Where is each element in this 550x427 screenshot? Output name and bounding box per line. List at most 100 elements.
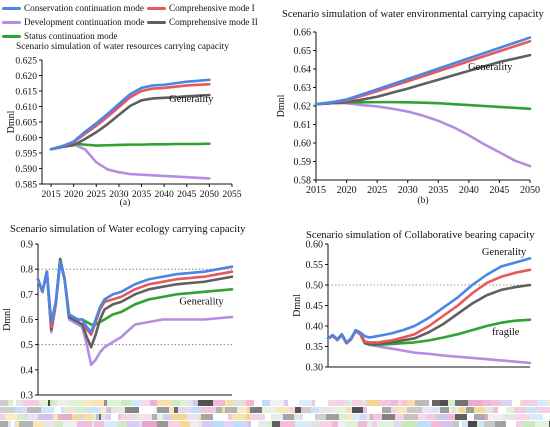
noise-block	[61, 407, 64, 413]
noise-block	[154, 407, 157, 413]
noise-block	[503, 414, 516, 420]
noise-block	[213, 400, 225, 406]
noise-block	[325, 407, 334, 413]
noise-block	[372, 421, 377, 427]
noise-block	[157, 421, 168, 427]
noise-block	[526, 407, 538, 413]
noise-block	[262, 407, 276, 413]
noise-block	[178, 407, 191, 413]
noise-block	[64, 407, 69, 413]
y-tick-label: 0.50	[306, 281, 324, 292]
noise-block	[426, 414, 436, 420]
x-tick-label: 2040	[155, 189, 174, 200]
noise-block	[543, 414, 550, 420]
noise-block	[213, 421, 224, 427]
noise-block	[360, 414, 366, 420]
noise-block	[391, 400, 398, 406]
noise-block	[107, 400, 121, 406]
series-line-conservation-continuation-mode	[326, 257, 532, 344]
noise-block	[468, 400, 483, 406]
noise-block	[75, 407, 87, 413]
x-tick-label: 2030	[109, 189, 128, 200]
noise-block	[27, 414, 38, 420]
noise-block	[442, 421, 453, 427]
noise-block	[347, 414, 351, 420]
noise-block	[522, 400, 537, 406]
noise-block	[516, 414, 530, 420]
noise-block	[268, 421, 272, 427]
noise-block	[448, 400, 455, 406]
x-tick-label: 2015	[306, 185, 326, 196]
noise-block	[72, 414, 79, 420]
noise-block	[34, 400, 39, 406]
noise-block	[433, 407, 438, 413]
noise-block	[157, 407, 169, 413]
noise-block	[104, 421, 118, 427]
noise-block	[5, 414, 17, 420]
y-tick-label: 0.615	[15, 87, 37, 98]
noise-block	[135, 414, 137, 420]
noise-block	[131, 400, 142, 406]
noise-block	[449, 414, 455, 420]
noise-block	[201, 407, 216, 413]
noise-block	[106, 414, 111, 420]
noise-block	[199, 421, 202, 427]
series-line-development-continuation-mode	[49, 143, 211, 180]
noise-block	[530, 414, 543, 420]
annotation-label: Generality	[179, 296, 224, 307]
legend-swatch	[147, 7, 166, 11]
noise-block	[303, 414, 315, 420]
y-axis-label: Dmnl	[276, 94, 287, 117]
noise-block	[440, 400, 448, 406]
noise-block	[290, 407, 295, 413]
noise-block	[262, 400, 270, 406]
noise-block	[382, 407, 391, 413]
y-tick-label: 0.4	[21, 365, 34, 376]
x-tick-label: 2050	[200, 189, 219, 200]
noise-block	[254, 400, 262, 406]
noise-block	[352, 400, 362, 406]
noise-block	[0, 407, 15, 413]
legend-label: Development continuation mode	[24, 17, 145, 27]
noise-block	[168, 421, 180, 427]
noise-block	[315, 414, 326, 420]
noise-block	[55, 421, 57, 427]
noise-block	[0, 414, 5, 420]
y-tick-label: 0.59	[294, 157, 312, 168]
noise-block	[456, 407, 459, 413]
noise-block	[345, 407, 347, 413]
noise-block	[19, 421, 33, 427]
noise-block	[367, 421, 372, 427]
series-line-conservation-continuation-mode	[314, 36, 532, 106]
noise-block	[280, 421, 295, 427]
noise-block	[294, 414, 303, 420]
noise-block	[265, 414, 271, 420]
legend-label: Comprehensive mode I	[169, 3, 255, 13]
x-tick-label: 2035	[428, 185, 448, 196]
noise-block	[216, 407, 222, 413]
noise-block	[397, 407, 407, 413]
noise-block	[440, 407, 449, 413]
noise-block	[57, 421, 63, 427]
noise-block	[366, 414, 370, 420]
noise-block	[394, 421, 402, 427]
noise-block	[48, 421, 55, 427]
noise-block	[14, 421, 16, 427]
noise-block	[452, 407, 456, 413]
noise-block	[41, 407, 54, 413]
x-tick-label: 2025	[367, 185, 387, 196]
noise-block	[299, 400, 312, 406]
noise-block	[518, 421, 523, 427]
noise-block	[27, 407, 41, 413]
noise-block	[68, 400, 83, 406]
noise-block	[118, 421, 127, 427]
noise-block	[53, 400, 57, 406]
noise-block	[344, 400, 349, 406]
noise-block	[101, 414, 106, 420]
y-tick-label: 0.62	[294, 102, 312, 113]
noise-block	[488, 414, 503, 420]
y-tick-label: 0.65	[294, 46, 312, 57]
noise-block	[506, 421, 516, 427]
noise-block	[111, 407, 117, 413]
